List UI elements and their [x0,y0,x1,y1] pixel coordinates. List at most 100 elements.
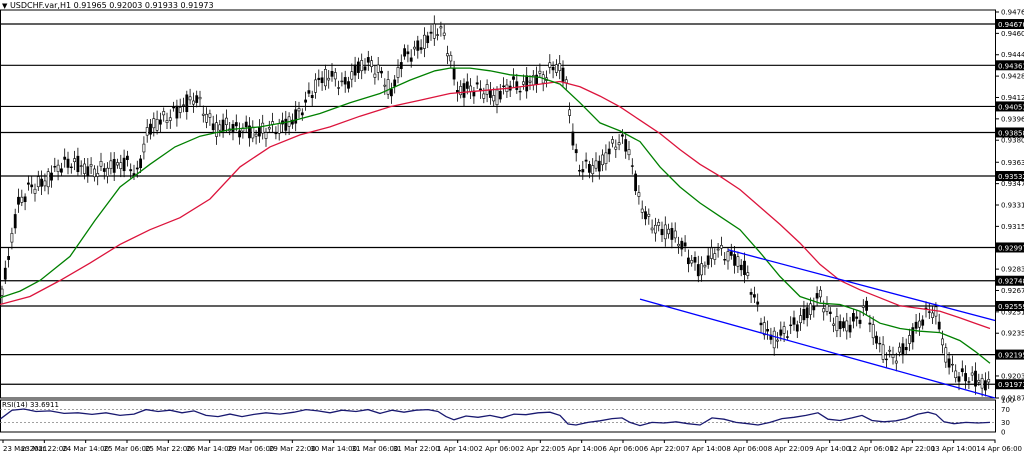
candle-body [323,69,327,87]
candle-body [185,94,189,113]
candle-body [627,149,631,156]
candle-body [307,90,311,94]
candle-body [330,70,334,77]
candle-body [812,305,816,311]
candle-body [159,119,162,125]
candle-body [937,321,941,330]
candle-body [772,330,776,349]
candle-body [835,316,839,332]
candle-body [432,23,436,39]
candle-body [102,168,106,172]
rsi-tick-label: 0 [1001,429,1005,437]
candle-body [79,165,83,167]
candle-body [584,159,588,162]
candle-body [983,380,987,391]
candle-body [452,67,456,80]
candle-body [921,319,925,326]
candle-body [112,158,116,173]
candle-body [571,131,575,146]
time-tick-label: 12 Apr 06:00 [848,445,894,453]
rsi-pane-frame [0,399,996,433]
candle-body [356,61,360,73]
candle-body [518,90,522,93]
time-tick-label: 5 Apr 14:00 [561,445,602,453]
candle-body [752,294,756,298]
candle-body [76,155,80,173]
time-tick-label: 25 Mar 22:00 [145,445,192,453]
price-tick-label: 0.92355 [1001,330,1024,338]
candle-body [881,344,885,360]
candle-body [818,289,822,298]
time-tick-label: 8 Apr 06:00 [726,445,767,453]
candle-body [205,113,209,123]
candle-body [353,64,357,76]
candle-body [248,125,251,139]
candle-body [257,126,261,137]
candle-body [485,84,489,95]
candle-body [637,192,641,197]
candle-body [521,81,525,85]
price-tick-label: 0.92835 [1001,266,1024,274]
candle-body [749,292,753,295]
candle-body [149,123,152,135]
candle-body [172,106,176,109]
level-price-tag-label: 0.92997 [998,244,1024,252]
candle-body [657,222,661,226]
candle-body [591,165,595,175]
candle-body [785,336,789,338]
level-price-tag [996,60,1024,71]
candle-body [449,55,453,62]
candle-body [264,132,268,139]
candle-body [221,119,225,132]
price-tick-label: 0.93155 [1001,223,1024,231]
candle-body [861,305,865,308]
time-tick-label: 6 Apr 22:00 [644,445,685,453]
candle-body [825,304,829,312]
candle-body [208,113,212,118]
candle-body [30,184,34,188]
candle-body [300,112,304,116]
candle-body [188,96,192,101]
chart-header: ▼ USDCHF.var,H1 0.91965 0.92003 0.91933 … [2,1,214,10]
candle-body [974,370,977,387]
candle-body [848,324,852,333]
candle-body [795,324,799,332]
candle-body [109,160,113,169]
candle-body [26,182,30,185]
price-tick-label: 0.92515 [1001,308,1024,316]
candle-body [396,67,400,78]
candle-body [297,108,301,112]
candle-body [310,94,314,99]
moving-average-slow-line [0,80,991,330]
candle-body [568,109,572,116]
candle-body [86,166,90,176]
candle-body [548,62,552,68]
candle-body [73,158,77,163]
candle-body [686,257,690,265]
level-price-tag-label: 0.94053 [998,103,1024,111]
candle-body [960,368,964,373]
candle-body [175,105,179,119]
candle-body [439,26,443,29]
channel-trendline[interactable] [727,249,996,322]
candle-body [122,157,126,172]
level-price-tag [996,101,1024,112]
channel-trendline[interactable] [639,298,996,399]
candle-body [911,327,915,343]
symbol-title: USDCHF.var,H1 [9,1,72,10]
time-tick-label: 23 Mar 22:00 [21,445,68,453]
time-tick-label: 12 Apr 22:00 [890,445,936,453]
candle-body [660,228,664,236]
rsi-label: RSI(14) 33.6911 [2,401,59,409]
candle-body [333,72,337,80]
candle-body [878,342,882,345]
candle-body [380,70,383,74]
candle-body [218,124,222,131]
candle-body [884,358,888,361]
candle-body [215,122,218,137]
candle-body [558,63,562,71]
time-tick-label: 13 Apr 14:00 [931,445,977,453]
candle-body [482,93,486,99]
